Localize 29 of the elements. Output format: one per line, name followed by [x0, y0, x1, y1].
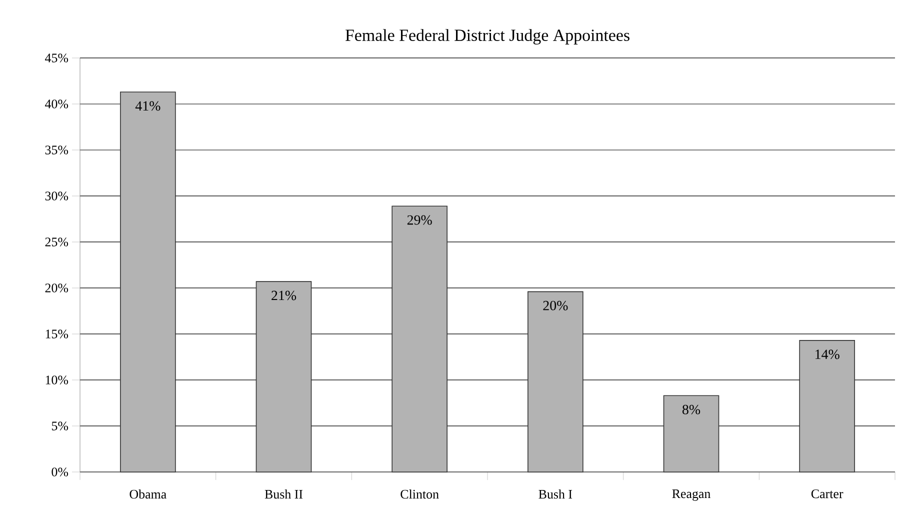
y-tick-label: 35% [45, 146, 68, 154]
bar [528, 291, 584, 472]
bar [392, 206, 448, 472]
bar [663, 395, 720, 472]
data-label: 41% [135, 101, 160, 111]
y-tick-label: 20% [45, 284, 68, 292]
y-tick-label: 5% [52, 422, 68, 430]
bar [256, 281, 312, 472]
y-tick-label: 40% [45, 100, 68, 108]
x-tick-label: Bush II [264, 490, 303, 499]
data-label: 14% [816, 350, 840, 360]
y-tick-label: 30% [45, 192, 68, 200]
data-label: 20% [543, 300, 568, 310]
bar [799, 340, 855, 472]
x-tick-label: Carter [811, 490, 844, 498]
y-tick-label: 0% [52, 468, 68, 476]
y-tick-label: 15% [46, 330, 68, 338]
data-label: 29% [407, 215, 432, 225]
y-tick-label: 10% [46, 376, 68, 384]
y-tick-label: 45% [45, 54, 68, 62]
chart-title: Female Federal District Judge Appointees [345, 29, 630, 44]
x-tick-label: Reagan [672, 490, 710, 501]
x-tick-label: Bush I [538, 490, 572, 499]
x-tick-label: Clinton [400, 490, 439, 499]
y-tick-label: 25% [45, 238, 68, 246]
bar [120, 92, 176, 472]
data-label: 8% [682, 404, 700, 414]
data-label: 21% [272, 290, 296, 300]
x-tick-label: Obama [130, 490, 166, 499]
